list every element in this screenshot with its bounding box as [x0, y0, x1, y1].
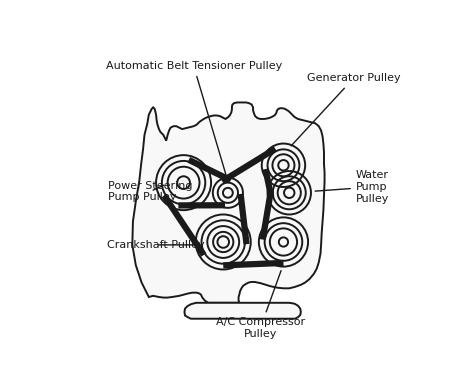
Text: Generator Pulley: Generator Pulley [291, 73, 400, 146]
Polygon shape [132, 102, 325, 303]
Text: A/C Compressor
Pulley: A/C Compressor Pulley [216, 271, 305, 339]
Polygon shape [184, 303, 301, 319]
Text: Power Steering
Pump Pulley: Power Steering Pump Pulley [108, 180, 193, 202]
Text: Crankshaft Pulley: Crankshaft Pulley [107, 240, 204, 250]
Text: Automatic Belt Tensioner Pulley: Automatic Belt Tensioner Pulley [106, 61, 282, 176]
Text: Water
Pump
Pulley: Water Pump Pulley [315, 170, 389, 203]
